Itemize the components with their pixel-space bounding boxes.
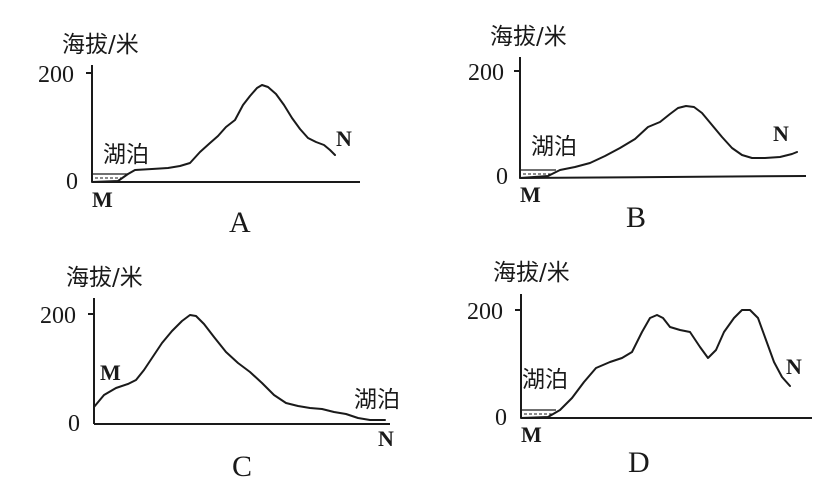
panel-b-start-label: M: [520, 182, 541, 207]
panel-c-tick-label-200: 200: [40, 303, 76, 329]
panel-d-end-label: N: [786, 354, 802, 379]
panel-a-profile-line: [91, 84, 336, 183]
panel-d-caption: D: [628, 446, 650, 479]
panel-a-tick-label-200: 200: [38, 62, 74, 88]
panel-d-start-label: M: [521, 422, 542, 447]
panel-a-start-label: M: [92, 187, 113, 212]
panel-b-tick-label-0: 0: [496, 164, 508, 190]
panel-d-lake-label: 湖泊: [522, 367, 568, 393]
panel-b-x-axis: [519, 175, 807, 179]
panel-d-tick-label-0: 0: [495, 405, 507, 431]
panel-a-tick-label-0: 0: [66, 169, 78, 195]
panel-c-start-label: M: [100, 360, 121, 385]
panel-c-y-axis-label: 海拔/米: [66, 265, 143, 291]
panel-b-y-axis-label: 海拔/米: [490, 24, 567, 50]
panel-c-tick-label-0: 0: [68, 411, 80, 437]
panel-c: 海拔/米 200 0 湖泊 M N C: [40, 265, 400, 483]
panel-c-lake-label: 湖泊: [354, 387, 400, 413]
panel-a-end-label: N: [336, 126, 352, 151]
panel-a-lake-label: 湖泊: [103, 142, 149, 168]
panel-c-caption: C: [232, 450, 252, 483]
panel-b-caption: B: [626, 201, 646, 234]
panel-d-tick-label-200: 200: [467, 299, 503, 325]
panel-d: 海拔/米 200 0 湖泊 M N D: [467, 260, 812, 479]
panel-b-end-label: N: [773, 121, 789, 146]
panel-d-profile-line: [520, 309, 791, 419]
panel-d-y-axis-label: 海拔/米: [493, 260, 570, 286]
panel-b-lake-label: 湖泊: [531, 134, 577, 160]
panel-c-end-label: N: [378, 426, 394, 451]
panel-a-caption: A: [229, 206, 251, 239]
panel-b-profile-line: [519, 105, 798, 179]
panel-a: 海拔/米 200 0 湖泊 M N A: [38, 32, 360, 239]
panel-a-y-axis-label: 海拔/米: [62, 32, 139, 58]
panel-c-profile-line: [93, 314, 386, 421]
panel-b-tick-label-200: 200: [468, 60, 504, 86]
panel-b: 海拔/米 200 0 湖泊 M N B: [468, 24, 807, 234]
